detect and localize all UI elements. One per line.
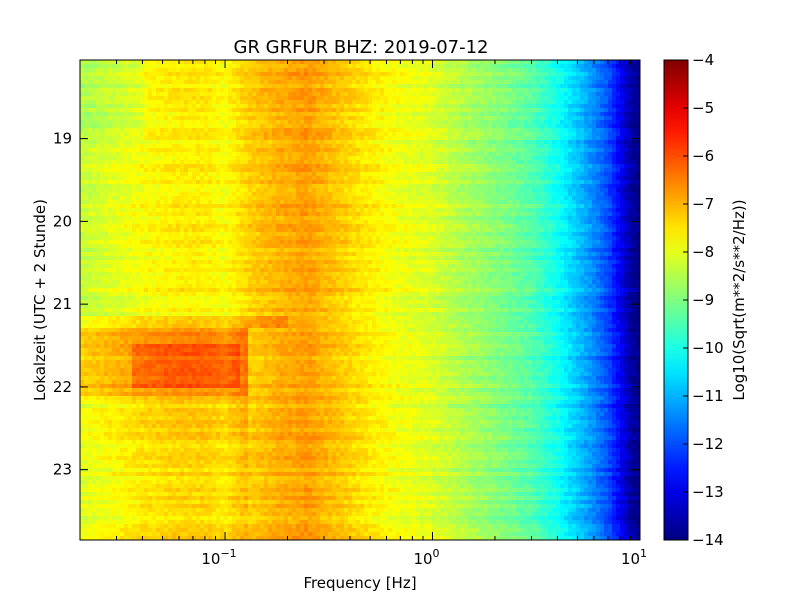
colorbar-tick-label: −11: [692, 387, 724, 405]
x-tick-base: 10: [413, 550, 432, 568]
colorbar-tick-label: −13: [692, 483, 724, 501]
colorbar-tick-label: −14: [692, 531, 724, 549]
colorbar-tick-label: −5: [692, 99, 714, 117]
colorbar-tick-label: −9: [692, 291, 714, 309]
y-axis-ticks: 19 20 21 22 23: [53, 130, 640, 479]
x-tick-label: 10−1: [201, 547, 236, 568]
y-tick-label: 20: [53, 212, 72, 230]
colorbar-ticks: −4 −5 −6 −7 −8 −9 −10 −11 −12 −13 −14: [683, 51, 724, 549]
colorbar-tick-label: −12: [692, 435, 724, 453]
spectrogram-heatmap: [80, 60, 641, 541]
colorbar-tick-label: −4: [692, 51, 714, 69]
colorbar-tick-label: −10: [692, 339, 724, 357]
y-tick-label: 21: [53, 295, 72, 313]
colorbar-label: Log10(Sqrt(m**2/s**2/Hz)): [730, 199, 748, 400]
x-tick-label: 100: [413, 547, 439, 568]
x-tick-exponent: 1: [640, 547, 647, 560]
x-axis-label: Frequency [Hz]: [303, 574, 416, 592]
x-axis-ticks: 10−1 100 101: [79, 60, 647, 568]
x-tick-label: 101: [621, 547, 647, 568]
y-tick-label: 23: [53, 461, 72, 479]
x-tick-base: 10: [621, 550, 640, 568]
chart-title: GR GRFUR BHZ: 2019-07-12: [234, 37, 489, 58]
colorbar-tick-label: −8: [692, 243, 714, 261]
x-tick-exponent: 0: [433, 547, 440, 560]
x-tick-base: 10: [201, 550, 220, 568]
x-tick-exponent: −1: [220, 547, 236, 560]
colorbar-tick-label: −7: [692, 195, 714, 213]
y-tick-label: 19: [53, 130, 72, 148]
plot-frame: [79, 59, 641, 541]
y-tick-label: 22: [53, 378, 72, 396]
colorbar-tick-label: −6: [692, 147, 714, 165]
y-axis-label: Lokalzeit (UTC + 2 Stunde): [31, 199, 49, 401]
